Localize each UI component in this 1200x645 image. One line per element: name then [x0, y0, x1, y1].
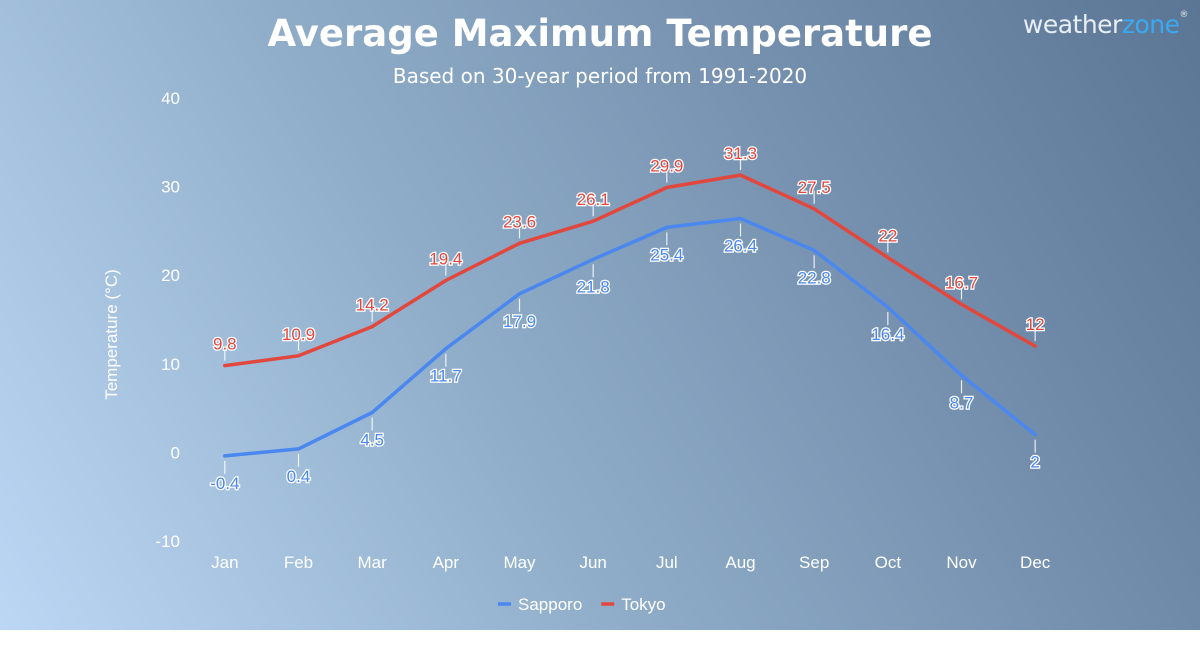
brand-logo: weatherzone®	[1022, 10, 1189, 39]
y-tick-label: 20	[161, 266, 180, 285]
data-point	[665, 225, 669, 229]
data-label: 10.9	[282, 325, 315, 344]
data-label: 27.5	[798, 178, 831, 197]
x-tick-label: Dec	[1020, 553, 1051, 572]
x-tick-label: Apr	[433, 553, 460, 572]
data-label: 25.4	[650, 245, 683, 264]
data-point	[739, 173, 742, 177]
y-axis-title: Temperature (°C)	[102, 269, 121, 400]
bottom-strip	[0, 630, 1200, 645]
data-label: 12	[1026, 315, 1045, 334]
x-tick-label: Sep	[799, 553, 829, 572]
data-label: 31.3	[724, 144, 757, 163]
data-label: 9.8	[213, 335, 237, 354]
data-point	[886, 255, 890, 259]
data-point	[812, 207, 816, 211]
data-point	[1033, 344, 1037, 348]
data-label: 8.7	[950, 393, 974, 412]
data-label: 0.4	[287, 467, 311, 486]
data-label: 2	[1030, 453, 1039, 472]
data-label: 26.4	[724, 236, 757, 255]
series-line-tokyo	[223, 173, 1037, 368]
data-point	[297, 447, 300, 451]
y-tick-label: 40	[161, 89, 180, 108]
data-point	[812, 248, 816, 252]
data-point	[886, 305, 890, 309]
y-tick-label: -10	[155, 532, 180, 551]
brand-logo-part2: zone	[1121, 10, 1180, 39]
brand-logo-mark: ®	[1179, 10, 1189, 20]
data-point	[370, 411, 374, 415]
data-label: 21.8	[577, 277, 610, 296]
brand-logo-part1: weather	[1022, 10, 1122, 39]
x-tick-label: May	[503, 553, 536, 572]
x-tick-label: Jun	[579, 553, 606, 572]
x-tick-label: Aug	[725, 553, 755, 572]
data-label: 17.9	[503, 312, 536, 331]
data-point	[518, 292, 521, 296]
data-label: 23.6	[503, 212, 536, 231]
data-label: 4.5	[360, 431, 384, 450]
data-point	[739, 216, 742, 220]
data-point	[444, 347, 448, 351]
x-tick-label: Jan	[211, 553, 238, 572]
data-point	[665, 185, 669, 189]
data-label: 29.9	[650, 156, 683, 175]
data-label: 16.7	[945, 273, 978, 292]
x-tick-label: Jul	[656, 553, 678, 572]
data-point	[960, 373, 963, 377]
x-tick-label: Mar	[358, 553, 388, 572]
y-tick-label: 0	[171, 443, 180, 462]
series-line-sapporo	[223, 216, 1037, 458]
data-label: 14.2	[356, 296, 389, 315]
x-tick-label: Nov	[946, 553, 977, 572]
x-tick-label: Oct	[875, 553, 902, 572]
data-point	[960, 302, 963, 306]
data-point	[223, 454, 227, 458]
line-chart: -10 0 10 20 30 40 Temperature (°C) Jan Feb Mar Apr…	[102, 89, 1051, 614]
legend-label-tokyo: Tokyo	[621, 595, 665, 614]
data-label: 26.1	[577, 190, 610, 209]
data-label: 22.8	[798, 268, 831, 287]
data-point	[297, 354, 300, 358]
data-label: 22	[878, 226, 897, 245]
y-tick-label: 30	[161, 178, 180, 197]
data-point	[444, 279, 448, 283]
chart-title: Average Maximum Temperature	[267, 12, 933, 55]
chart-panel: Average Maximum Temperature Based on 30-…	[0, 0, 1200, 630]
data-label: 19.4	[429, 250, 462, 269]
data-point	[370, 325, 374, 329]
data-label: -0.4	[210, 474, 239, 493]
data-point	[223, 364, 227, 368]
y-tick-label: 10	[161, 355, 180, 374]
legend-label-sapporo: Sapporo	[518, 595, 582, 614]
data-label: 11.7	[430, 367, 462, 386]
data-point	[591, 257, 595, 261]
data-point	[1033, 433, 1037, 437]
data-label: 16.4	[871, 325, 904, 344]
data-point	[591, 219, 595, 223]
data-point	[518, 241, 521, 245]
x-tick-label: Feb	[284, 553, 313, 572]
chart-subtitle: Based on 30-year period from 1991-2020	[392, 64, 808, 88]
